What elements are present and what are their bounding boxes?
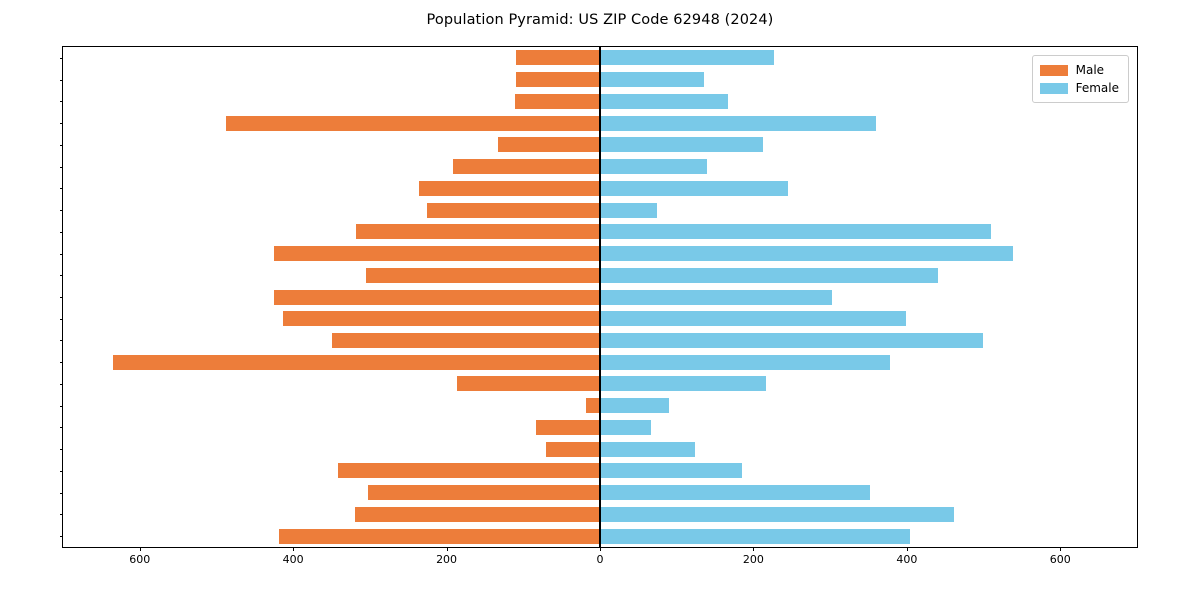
bar-male	[273, 289, 600, 305]
bar-female	[600, 137, 764, 153]
bar-male	[273, 246, 600, 262]
x-axis-tick-label: 200	[742, 553, 764, 566]
bar-male	[283, 311, 600, 327]
y-axis-tick-mark	[59, 210, 63, 212]
y-axis-tick-mark	[59, 188, 63, 190]
bar-male	[545, 441, 600, 457]
y-axis-tick-mark	[59, 362, 63, 364]
y-axis-tick-mark	[59, 253, 63, 255]
x-axis-tick-label: 400	[282, 553, 304, 566]
y-axis-tick-mark	[59, 427, 63, 429]
bar-female	[600, 419, 652, 435]
legend-item-female: Female	[1039, 79, 1119, 97]
y-axis-tick-mark	[59, 57, 63, 59]
bar-female	[600, 289, 833, 305]
chart-legend: Male Female	[1031, 55, 1129, 103]
y-axis-tick-mark	[59, 297, 63, 298]
bar-male	[354, 506, 600, 522]
bar-female	[600, 441, 696, 457]
y-axis-tick-mark	[59, 514, 63, 516]
bar-female	[600, 72, 705, 88]
bar-female	[600, 463, 742, 479]
y-axis-tick-mark	[59, 383, 63, 385]
y-axis-tick-mark	[59, 166, 63, 168]
bar-male	[515, 50, 600, 66]
x-axis-tick-mark	[906, 547, 908, 551]
bar-female	[600, 332, 983, 348]
plot-area: Under 55-910-1415-1718-19202122-2425-293…	[59, 46, 1138, 566]
page-title: Population Pyramid: US ZIP Code 62948 (2…	[426, 12, 774, 28]
y-axis-tick-mark	[59, 536, 63, 538]
bar-male	[586, 398, 600, 414]
bar-male	[457, 376, 600, 392]
legend-label-male: Male	[1075, 63, 1105, 77]
x-axis-tick-label: 200	[436, 553, 458, 566]
bar-female	[600, 485, 871, 501]
x-axis-tick-label: 400	[896, 553, 918, 566]
legend-label-female: Female	[1075, 81, 1119, 95]
bar-male	[331, 332, 600, 348]
x-axis-tick-label: 600	[129, 553, 151, 566]
bar-male	[497, 137, 600, 153]
zero-axis-line	[599, 47, 601, 547]
legend-swatch-female	[1039, 82, 1068, 94]
x-axis-tick-mark	[446, 547, 448, 551]
bar-male	[279, 528, 600, 544]
y-axis-tick-mark	[59, 123, 63, 125]
bar-male	[418, 180, 600, 196]
bar-female	[600, 376, 767, 392]
bar-female	[600, 354, 890, 370]
bar-male	[452, 159, 600, 175]
x-axis-tick-label: 0	[596, 553, 604, 566]
bar-female	[600, 267, 938, 283]
bar-male	[356, 224, 600, 240]
bar-female	[600, 528, 910, 544]
bar-male	[338, 463, 600, 479]
legend-item-male: Male	[1039, 61, 1119, 79]
x-axis-tick-mark	[293, 547, 295, 551]
y-axis-tick-mark	[59, 144, 63, 146]
x-axis-tick-mark	[1060, 547, 1062, 551]
bar-male	[516, 72, 600, 88]
y-axis-tick-mark	[59, 79, 63, 81]
y-axis-tick-mark	[59, 275, 63, 277]
x-axis-tick-mark	[139, 547, 141, 551]
y-axis-tick-mark	[59, 318, 63, 320]
bar-male	[514, 93, 600, 109]
legend-swatch-male	[1039, 64, 1068, 76]
bar-male	[427, 202, 600, 218]
plot-inner	[63, 47, 1137, 547]
x-axis-tick-mark	[753, 547, 755, 551]
x-axis-tick-mark	[600, 547, 601, 551]
y-axis-tick-mark	[59, 470, 63, 472]
bar-female	[600, 311, 907, 327]
bar-female	[600, 93, 729, 109]
y-axis-tick-mark	[59, 405, 63, 407]
bar-male	[367, 485, 600, 501]
bar-female	[600, 180, 788, 196]
bar-female	[600, 115, 877, 131]
bar-female	[600, 202, 657, 218]
y-axis-tick-mark	[59, 340, 63, 342]
bar-female	[600, 246, 1013, 262]
bar-male	[535, 419, 600, 435]
y-axis-tick-mark	[59, 101, 63, 103]
bar-female	[600, 506, 954, 522]
bar-female	[600, 398, 670, 414]
y-axis-tick-mark	[59, 231, 63, 233]
bar-male	[226, 115, 600, 131]
bar-male	[366, 267, 600, 283]
y-axis-tick-mark	[59, 449, 63, 451]
x-axis-tick-label: 600	[1049, 553, 1071, 566]
bar-female	[600, 50, 775, 66]
y-axis-tick-mark	[59, 492, 63, 494]
bar-male	[112, 354, 600, 370]
bar-female	[600, 159, 707, 175]
bar-female	[600, 224, 992, 240]
